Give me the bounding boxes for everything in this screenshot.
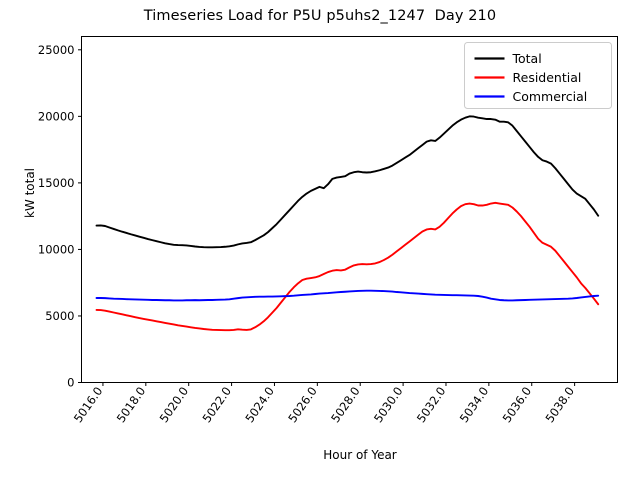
x-tick-label: 5034.0 <box>457 384 492 425</box>
legend: Total Residential Commercial <box>464 42 612 109</box>
x-tick-label: 5020.0 <box>157 384 192 425</box>
y-axis-ticks: 0 5000 10000 15000 20000 25000 <box>38 43 82 390</box>
series-line-total <box>95 115 600 249</box>
x-tick-label: 5024.0 <box>242 384 277 425</box>
x-tick-label: 5018.0 <box>114 384 149 425</box>
x-tick-label: 5032.0 <box>414 384 449 425</box>
x-tick-label: 5030.0 <box>371 384 406 425</box>
y-tick-label: 10000 <box>38 242 75 256</box>
x-axis-label: Hour of Year <box>323 448 397 462</box>
y-tick-label: 0 <box>67 376 74 390</box>
legend-label-residential: Residential <box>513 70 582 85</box>
x-tick-label: 5038.0 <box>543 384 578 425</box>
data-series-group <box>95 115 600 332</box>
x-axis-ticks: 5016.0 5018.0 5020.0 5022.0 5024.0 5026.0 5028… <box>71 382 578 425</box>
legend-label-commercial: Commercial <box>513 89 588 104</box>
x-tick-label: 5026.0 <box>285 384 320 425</box>
x-tick-label: 5036.0 <box>500 384 535 425</box>
series-line-residential <box>95 201 600 332</box>
legend-label-total: Total <box>512 51 542 66</box>
series-line-commercial <box>95 289 600 302</box>
axes <box>81 36 618 383</box>
y-tick-label: 15000 <box>38 176 75 190</box>
y-tick-label: 25000 <box>38 43 75 57</box>
x-tick-label: 5022.0 <box>199 384 234 425</box>
x-tick-label: 5028.0 <box>328 384 363 425</box>
x-tick-label: 5016.0 <box>71 384 106 425</box>
plot-frame <box>81 36 618 383</box>
chart-title: Timeseries Load for P5U p5uhs2_1247 Day … <box>143 8 497 24</box>
y-axis-label: kW total <box>23 167 37 219</box>
y-tick-label: 20000 <box>38 109 75 123</box>
y-tick-label: 5000 <box>45 309 74 323</box>
